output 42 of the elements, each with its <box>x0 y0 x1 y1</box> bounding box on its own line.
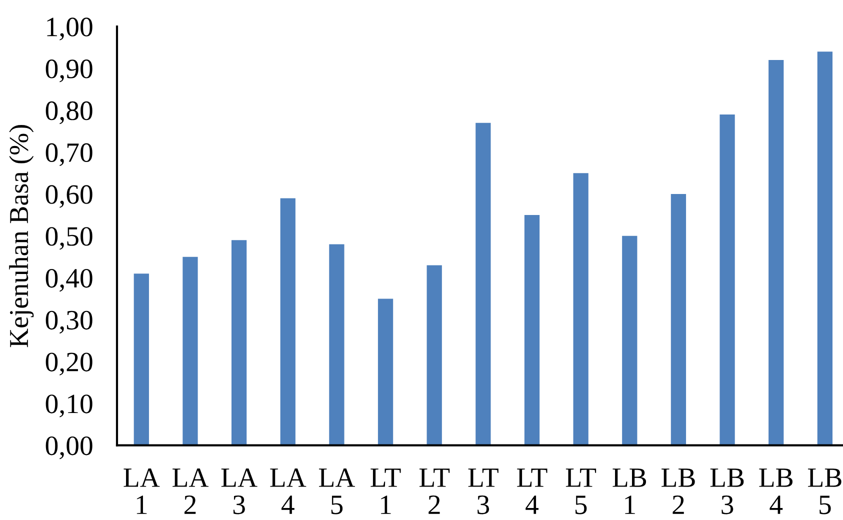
x-tick-label: LB 3 <box>710 468 744 514</box>
x-tick-label: LT 4 <box>517 468 548 514</box>
y-tick-label: 0,40 <box>46 268 92 292</box>
bar <box>280 198 296 446</box>
bar <box>720 114 735 446</box>
x-tick-label: LT 1 <box>370 468 401 514</box>
bar <box>524 214 540 446</box>
bar <box>231 240 247 446</box>
y-tick-label: 0,50 <box>46 227 92 250</box>
x-tick-label: LA 3 <box>221 468 258 514</box>
x-tick-label: LA 4 <box>270 468 306 514</box>
bar <box>426 265 442 446</box>
bar <box>182 256 198 446</box>
bar <box>768 60 784 446</box>
x-tick-label: LT 5 <box>566 468 596 514</box>
y-tick-label: 0,10 <box>46 394 92 418</box>
bar <box>622 236 638 446</box>
x-tick-label: LB 1 <box>612 468 646 514</box>
x-tick-label: LT 2 <box>419 468 450 514</box>
y-tick-label: 0,00 <box>46 436 92 460</box>
y-tick-label: 0,90 <box>46 60 92 82</box>
y-tick-label: 0,80 <box>46 101 92 124</box>
x-tick-label: LA 5 <box>318 468 356 514</box>
bar <box>134 274 149 446</box>
x-tick-label: LA 2 <box>172 468 209 514</box>
x-tick-label: LB 4 <box>759 468 793 514</box>
x-tick-label: LB 2 <box>662 468 695 514</box>
bar <box>378 298 394 446</box>
y-tick-label: 0,30 <box>46 310 92 334</box>
bar <box>670 194 686 446</box>
x-tick-label: LT 3 <box>468 468 498 514</box>
bar <box>573 173 588 446</box>
y-tick-label: 0,20 <box>46 352 92 376</box>
bar <box>817 52 833 446</box>
x-tick-label: LA 1 <box>124 468 160 514</box>
y-axis-title: Kejenuhan Basa (%) <box>9 125 34 348</box>
x-tick-label: LB 5 <box>808 468 842 514</box>
bar <box>476 122 491 446</box>
bar <box>329 244 344 446</box>
y-tick-label: 0,60 <box>46 185 92 208</box>
y-tick-label: 0,70 <box>46 143 92 166</box>
y-tick-label: 1,00 <box>47 18 92 40</box>
